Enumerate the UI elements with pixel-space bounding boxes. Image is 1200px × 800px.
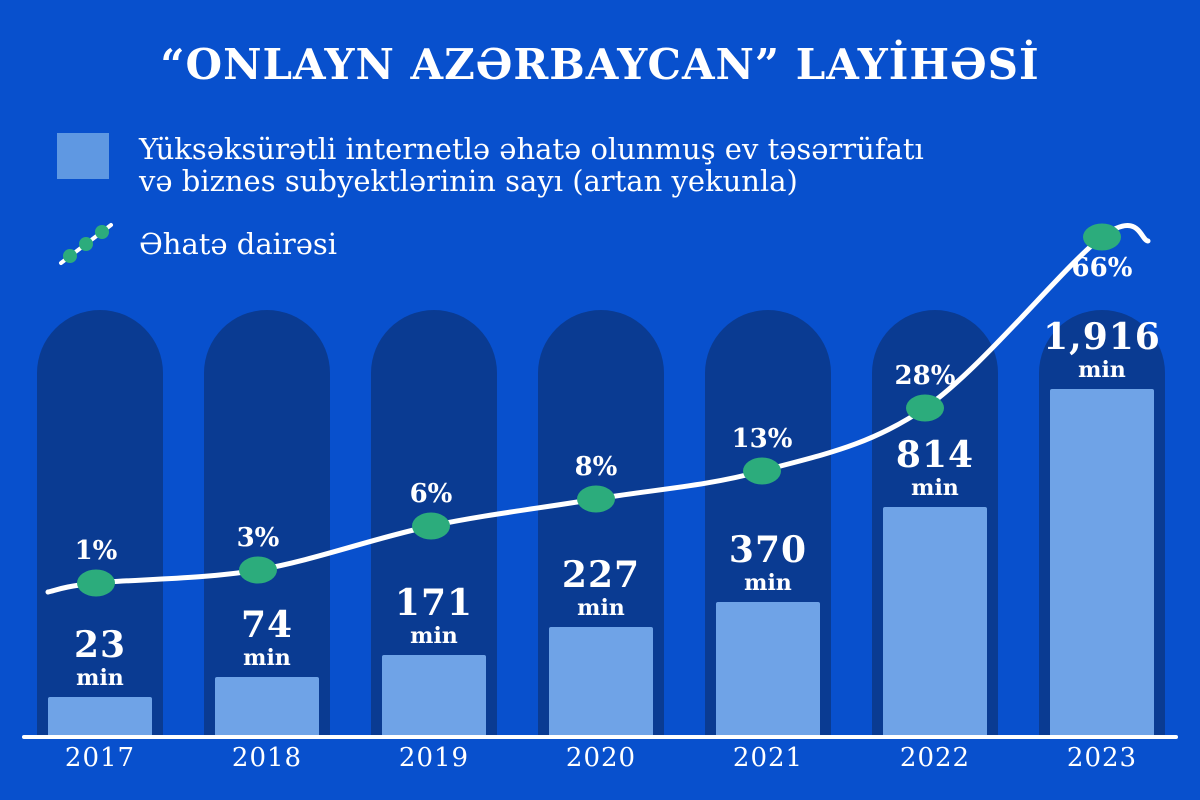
year-label-2018: 2018 [231, 743, 303, 773]
trend-line-icon [59, 222, 113, 265]
value-label-2022: 814 min [872, 437, 998, 499]
coverage-dot-2023 [1083, 223, 1121, 251]
bar-2018 [215, 677, 319, 737]
value-number-2021: 370 [728, 529, 808, 571]
value-label-2020: 227 min [538, 557, 664, 619]
legend-item-bars: Yüksəksürətli internetlə əhatə olunmuş e… [57, 133, 924, 198]
bar-series-swatch [57, 133, 109, 179]
percent-label-2018: 3% [236, 523, 280, 553]
year-label-2023: 2023 [1066, 743, 1138, 773]
value-unit-2020: min [577, 595, 625, 621]
bar-2019 [382, 655, 486, 737]
value-label-2017: 23 min [37, 627, 163, 689]
page-title: “ONLAYN AZƏRBAYCAN” LAYİHƏSİ [160, 40, 1040, 89]
value-number-2020: 227 [561, 554, 641, 596]
value-label-2021: 370 min [705, 532, 831, 594]
bar-2021 [716, 602, 820, 737]
percent-label-2017: 1% [74, 536, 118, 566]
bar-2017 [48, 697, 152, 737]
value-unit-2017: min [76, 665, 124, 691]
bar-series-label-line1: Yüksəksürətli internetlə əhatə olunmuş e… [139, 132, 924, 166]
value-label-2019: 171 min [371, 585, 497, 647]
line-series-label: Əhatə dairəsi [139, 226, 338, 261]
bar-series-label: Yüksəksürətli internetlə əhatə olunmuş e… [139, 133, 924, 198]
value-number-2018: 74 [240, 604, 294, 646]
bar-series-label-line2: və biznes subyektlərinin sayı (artan yek… [139, 164, 798, 199]
value-unit-2018: min [243, 645, 291, 671]
year-label-2021: 2021 [732, 743, 804, 773]
value-unit-2019: min [410, 623, 458, 649]
year-label-2017: 2017 [64, 743, 136, 773]
percent-label-2020: 8% [574, 452, 618, 482]
percent-label-2021: 13% [731, 424, 793, 454]
percent-label-2022: 28% [894, 361, 956, 391]
year-label-2020: 2020 [565, 743, 637, 773]
year-label-2022: 2022 [899, 743, 971, 773]
bar-2022 [883, 507, 987, 737]
value-unit-2022: min [911, 475, 959, 501]
value-number-2019: 171 [394, 582, 474, 624]
year-label-2019: 2019 [398, 743, 470, 773]
value-number-2023: 1,916 [1043, 316, 1161, 358]
value-label-2018: 74 min [204, 607, 330, 669]
bar-2023 [1050, 389, 1154, 737]
value-unit-2023: min [1078, 357, 1126, 383]
bar-2020 [549, 627, 653, 737]
percent-label-2023: 66% [1071, 253, 1133, 283]
value-number-2022: 814 [895, 434, 975, 476]
value-number-2017: 23 [73, 624, 127, 666]
percent-label-2019: 6% [409, 479, 453, 509]
value-unit-2021: min [744, 570, 792, 596]
value-label-2023: 1,916 min [1039, 319, 1165, 381]
x-axis-line [22, 735, 1178, 739]
legend: Yüksəksürətli internetlə əhatə olunmuş e… [57, 133, 924, 268]
legend-item-line: Əhatə dairəsi [57, 220, 924, 268]
